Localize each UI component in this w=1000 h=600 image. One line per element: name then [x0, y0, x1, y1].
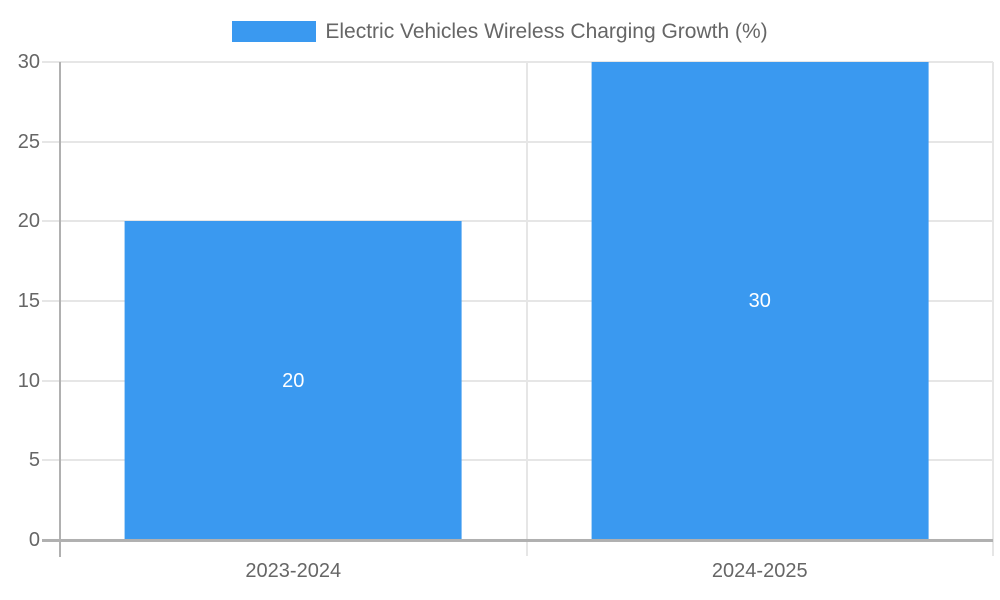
gridline — [42, 379, 993, 382]
gridline — [42, 61, 993, 63]
gridline — [42, 220, 993, 223]
x-tick-label: 2024-2025 — [711, 560, 808, 582]
bar: 30 — [591, 62, 929, 540]
plot-right-edge-line — [992, 62, 994, 556]
bar: 20 — [124, 221, 462, 540]
y-tick-label: 20 — [17, 210, 40, 233]
legend-label: Electric Vehicles Wireless Charging Grow… — [325, 20, 768, 43]
x-tick-label: 2023-2024 — [245, 560, 342, 582]
y-axis-line — [59, 62, 61, 557]
legend-swatch — [232, 21, 317, 42]
y-tick-label: 0 — [28, 529, 40, 551]
gridline — [42, 300, 993, 302]
legend-item[interactable]: Electric Vehicles Wireless Charging Grow… — [0, 21, 1000, 42]
gridline — [42, 459, 993, 462]
plot-area: 0 5 10 15 20 25 30 20 2023-2024 30 2024-2025 — [18, 52, 994, 581]
gridline — [42, 140, 993, 143]
y-tick-label: 25 — [17, 130, 40, 153]
category-separator-line — [525, 62, 528, 556]
x-axis-baseline — [42, 538, 993, 542]
bar-value-label: 30 — [748, 290, 771, 312]
y-tick-label: 10 — [17, 369, 40, 392]
y-tick-label: 5 — [28, 449, 40, 472]
bar-value-label: 20 — [282, 369, 305, 392]
y-tick-label: 15 — [17, 290, 40, 312]
y-tick-label: 30 — [17, 51, 40, 73]
